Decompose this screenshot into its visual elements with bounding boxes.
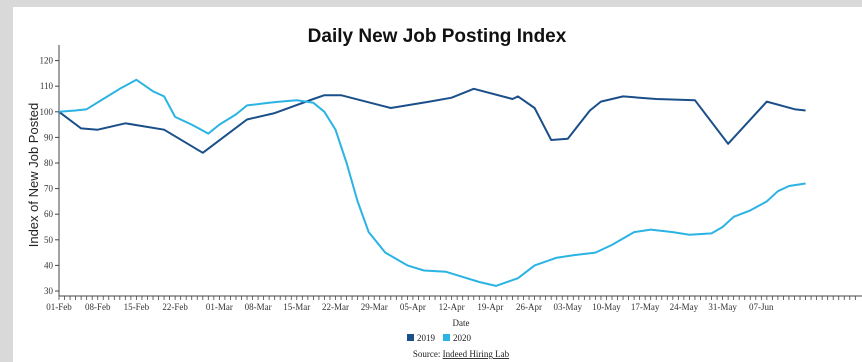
chart-title: Daily New Job Posting Index <box>308 26 567 47</box>
x-tick-label: 08-Mar <box>245 302 272 312</box>
y-axis: 30 40 50 60 70 80 90 100 110 120 <box>40 45 60 296</box>
legend-swatch-2019 <box>407 334 414 341</box>
source-line: Source: Indeed Hiring Lab <box>413 349 510 359</box>
x-tick-label: 07-Jun <box>749 302 774 312</box>
x-tick-label: 15-Mar <box>283 302 310 312</box>
line-chart: Daily New Job Posting Index Index of New… <box>26 26 862 359</box>
x-tick-label: 12-Apr <box>439 302 465 312</box>
x-tick-label: 15-Feb <box>124 302 150 312</box>
x-tick-label: 29-Mar <box>361 302 388 312</box>
x-tick-label: 19-Apr <box>477 302 503 312</box>
legend-label-2020: 2020 <box>453 333 472 343</box>
legend: 2019 2020 <box>407 333 472 343</box>
y-tick-label: 60 <box>44 209 54 219</box>
chart-frame: Daily New Job Posting Index Index of New… <box>13 7 862 362</box>
y-axis-label: Index of New Job Posted <box>26 103 41 248</box>
y-tick-label: 70 <box>44 184 54 194</box>
y-tick-label: 80 <box>44 158 54 168</box>
source-link[interactable]: Indeed Hiring Lab <box>443 349 510 359</box>
x-tick-label: 08-Feb <box>85 302 111 312</box>
x-tick-label: 24-May <box>670 302 699 312</box>
x-tick-label: 22-Feb <box>162 302 188 312</box>
y-tick-label: 50 <box>44 235 54 245</box>
x-tick-label: 03-May <box>554 302 583 312</box>
x-axis: 01-Feb 08-Feb 15-Feb 22-Feb 01-Mar 08-Mar 15-M… <box>46 295 862 312</box>
x-tick-label: 22-Mar <box>322 302 349 312</box>
series-line-2020 <box>58 78 806 287</box>
source-prefix: Source: <box>413 349 443 359</box>
y-tick-label: 120 <box>40 56 54 66</box>
legend-label-2019: 2019 <box>417 333 436 343</box>
x-tick-label: 10-May <box>592 302 621 312</box>
y-tick-label: 30 <box>44 286 54 296</box>
legend-swatch-2020 <box>443 334 450 341</box>
x-axis-label: Date <box>453 318 470 328</box>
series-lines <box>58 78 806 287</box>
x-tick-label: 01-Mar <box>206 302 233 312</box>
x-tick-label: 17-May <box>631 302 660 312</box>
x-tick-label: 01-Feb <box>46 302 72 312</box>
y-tick-label: 110 <box>40 81 54 91</box>
y-tick-label: 90 <box>44 132 54 142</box>
series-line-2019 <box>58 87 806 154</box>
x-tick-label: 05-Apr <box>400 302 426 312</box>
y-tick-label: 40 <box>44 260 54 270</box>
x-tick-label: 31-May <box>708 302 737 312</box>
y-tick-label: 100 <box>40 107 54 117</box>
x-tick-label: 26-Apr <box>516 302 542 312</box>
